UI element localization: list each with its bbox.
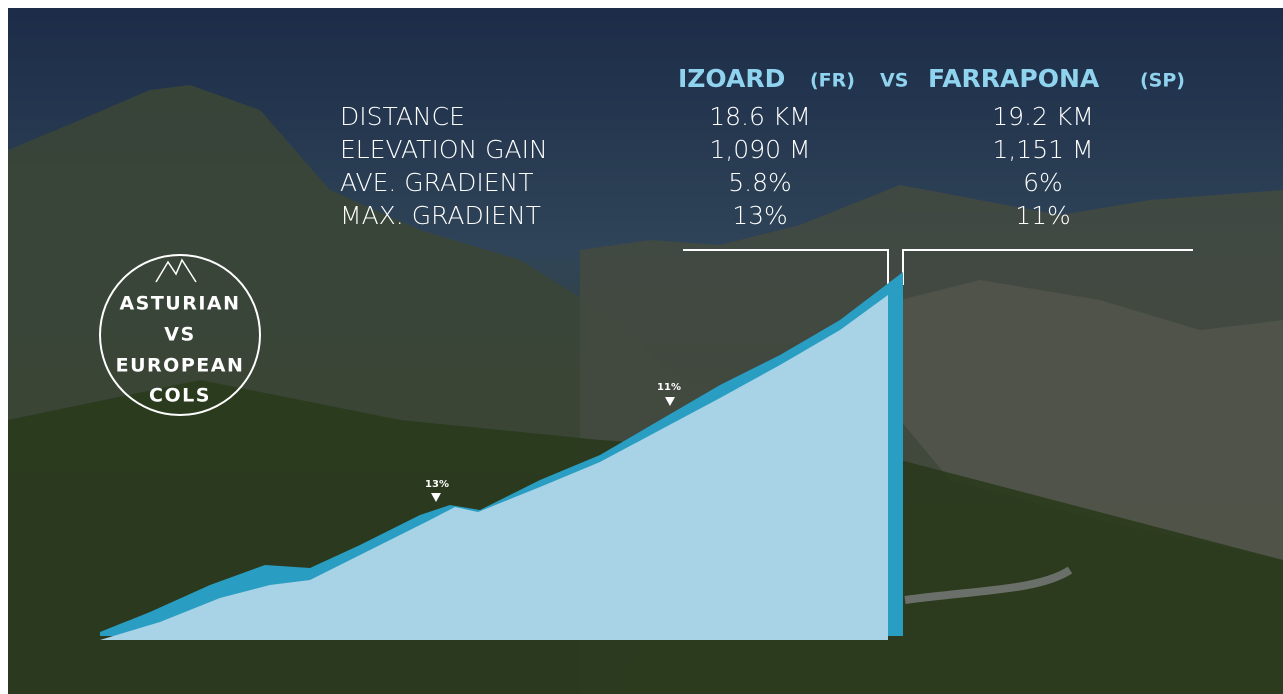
badge-line: ASTURIAN bbox=[119, 293, 240, 315]
row-label: MAX. GRADIENT bbox=[340, 201, 541, 230]
row-value: 5.8% bbox=[728, 168, 792, 197]
row-value: 1,090 M bbox=[709, 135, 810, 164]
row-label: DISTANCE bbox=[340, 102, 465, 131]
right-name: FARRAPONA bbox=[928, 64, 1100, 93]
row-value: 1,151 M bbox=[992, 135, 1093, 164]
marker-label: 13% bbox=[425, 479, 449, 490]
left-country: (FR) bbox=[810, 70, 855, 92]
left-name: IZOARD bbox=[678, 64, 785, 93]
row-value: 6% bbox=[1023, 168, 1063, 197]
badge-line: EUROPEAN bbox=[116, 355, 245, 377]
row-value: 11% bbox=[1015, 201, 1071, 230]
row-value: 13% bbox=[732, 201, 788, 230]
row-value: 19.2 KM bbox=[992, 102, 1094, 131]
vs: VS bbox=[880, 70, 908, 92]
marker-label: 11% bbox=[657, 382, 681, 393]
row-value: 18.6 KM bbox=[709, 102, 811, 131]
badge-line: COLS bbox=[149, 385, 211, 407]
row-label: ELEVATION GAIN bbox=[340, 135, 548, 164]
frame: IZOARD (FR) VS FARRAPONA (SP) DISTANCE 18… bbox=[0, 0, 1283, 694]
row-label: AVE. GRADIENT bbox=[340, 168, 534, 197]
right-country: (SP) bbox=[1140, 70, 1185, 92]
badge-line: VS bbox=[164, 324, 195, 346]
